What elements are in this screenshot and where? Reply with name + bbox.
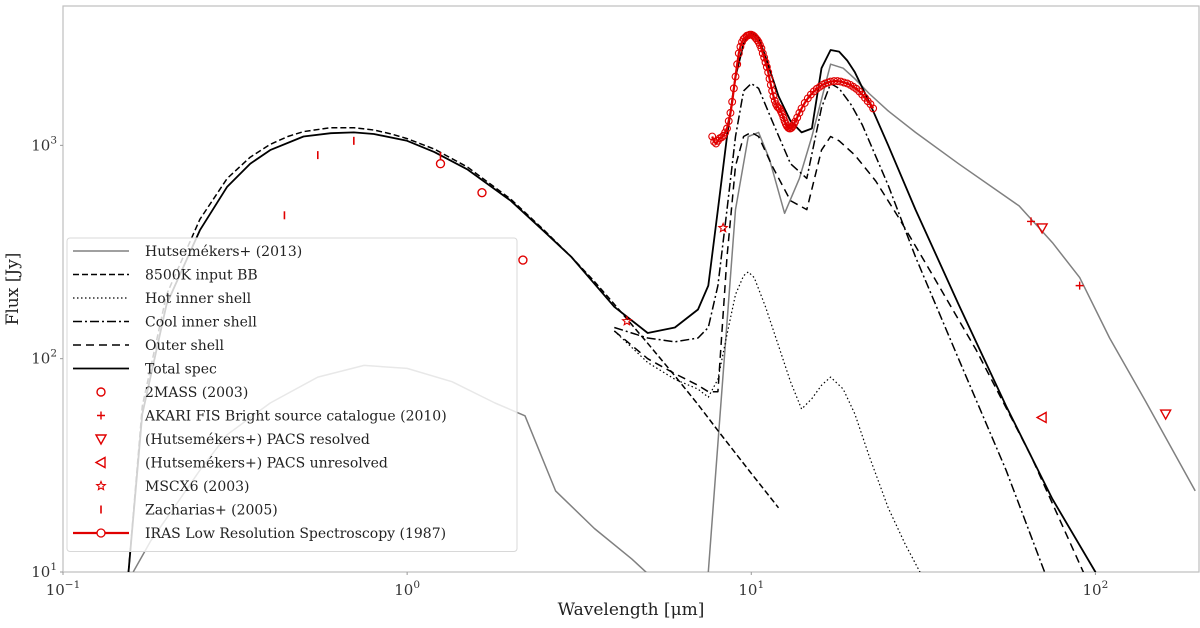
- legend-entry-2mass-2003-swatch: [96, 387, 106, 397]
- x-tick-label: 100: [394, 579, 420, 599]
- legend-entry-iras-low-resolution-spectroscopy-1987-swatch-marker: [96, 528, 106, 538]
- legend-entry-hutseme-kers-pacs-resolved-swatch: [94, 434, 108, 446]
- data-point-iras-lrs: [766, 80, 775, 89]
- data-point-iras-lrs: [736, 42, 745, 51]
- data-point-iras-lrs: [762, 63, 771, 71]
- series-line-8500k-input-bb: [127, 126, 780, 572]
- legend-entry-hot-inner-shell-label: Hot inner shell: [145, 291, 252, 307]
- data-point-iras-lrs: [793, 113, 802, 122]
- data-point-iras-lrs: [778, 110, 787, 119]
- legend-entry-hutseme-kers-2013-label: Hutsemékers+ (2013): [145, 244, 302, 260]
- legend-box: [66, 237, 518, 552]
- data-point-iras-lrs: [728, 97, 737, 106]
- data-point-iras-lrs: [795, 108, 804, 117]
- y-tick-label: 101: [31, 561, 57, 581]
- legend-entry-hutseme-kers-pacs-unresolved-label: (Hutsemékers+) PACS unresolved: [145, 456, 388, 472]
- legend-entry-cool-inner-shell-label: Cool inner shell: [145, 315, 257, 331]
- legend-entry-mscx6-2003-swatch: [95, 480, 107, 491]
- y-axis-label: Flux [Jy]: [3, 253, 23, 326]
- data-point-akari-fis-bright-source-catalogue-2010: [1075, 281, 1084, 290]
- legend-entry-mscx6-2003-label: MSCX6 (2003): [145, 479, 250, 495]
- legend-entry-akari-fis-bright-source-catalogue-2010-label: AKARI FIS Bright source catalogue (2010): [144, 409, 447, 425]
- x-tick-label: 102: [1083, 579, 1109, 599]
- data-point-iras-lrs: [791, 117, 799, 126]
- data-point-iras-lrs: [723, 124, 731, 133]
- legend-entry-total-spec-label: Total spec: [145, 362, 217, 378]
- data-point-2mass-2003: [518, 255, 528, 265]
- y-tick-label: 102: [31, 348, 57, 368]
- data-point-iras-lrs: [869, 104, 878, 113]
- legend-entry-akari-fis-bright-source-catalogue-2010-swatch: [97, 411, 105, 420]
- data-point-hutseme-kers-pacs-resolved: [1035, 223, 1049, 235]
- series-line-hot-inner-shell: [613, 271, 921, 572]
- legend-entry-iras-low-resolution-spectroscopy-1987-label: IRAS Low Resolution Spectroscopy (1987): [145, 526, 446, 542]
- series-line-cool-inner-shell: [614, 82, 1046, 572]
- data-point-mscx6-2003: [717, 222, 729, 233]
- data-point-iras-lrs: [760, 53, 769, 62]
- legend-entry-2mass-2003-label: 2MASS (2003): [145, 385, 248, 401]
- data-point-iras-lrs: [726, 108, 735, 117]
- data-point-iras-lrs: [768, 86, 777, 95]
- data-point-iras-lrs: [731, 72, 740, 81]
- legend: Hutsemékers+ (2013) 8500K input BB Hot inn…: [66, 237, 518, 552]
- y-tick-label: 103: [31, 134, 57, 154]
- y-axis-ticks: 101 102 103: [31, 134, 63, 581]
- data-point-iras-lrs: [724, 117, 733, 125]
- data-point-mscx6-2003: [621, 315, 633, 326]
- legend-entry-hutseme-kers-pacs-unresolved-swatch: [94, 456, 106, 469]
- points-layer: [283, 30, 1172, 424]
- x-tick-label: 10−1: [46, 579, 81, 599]
- data-point-iras-lrs: [729, 84, 738, 93]
- data-point-iras-lrs: [757, 44, 766, 53]
- x-tick-label: 101: [738, 579, 764, 599]
- data-point-iras-lrs: [769, 92, 778, 101]
- series-line-outer-shell: [613, 131, 1085, 572]
- legend-entry-8500k-input-bb-label: 8500K input BB: [145, 268, 258, 284]
- data-point-iras-lrs: [721, 128, 730, 137]
- data-point-iras-lrs: [758, 49, 767, 58]
- data-point-iras-lrs: [761, 58, 770, 67]
- data-point-hutseme-kers-pacs-unresolved: [1035, 411, 1047, 424]
- data-point-2mass-2003: [477, 187, 487, 198]
- data-point-iras-lrs: [773, 102, 782, 111]
- data-point-iras-lrs: [866, 100, 875, 109]
- x-axis-ticks: 10−1 100 101 102: [46, 572, 1109, 599]
- legend-entry-hutseme-kers-pacs-resolved-label: (Hutsemékers+) PACS resolved: [145, 432, 370, 448]
- legend-entry-outer-shell-label: Outer shell: [145, 338, 225, 354]
- x-axis-label: Wavelength [μm]: [558, 600, 705, 620]
- data-point-iras-lrs: [710, 137, 719, 146]
- data-point-hutseme-kers-pacs-resolved: [1159, 409, 1172, 421]
- data-point-iras-lrs: [733, 60, 742, 69]
- data-point-iras-lrs: [708, 132, 717, 141]
- data-point-akari-fis-bright-source-catalogue-2010: [1027, 217, 1036, 226]
- series-line-total-spec: [127, 31, 1097, 572]
- legend-entry-zacharias-2005-label: Zacharias+ (2005): [145, 503, 278, 519]
